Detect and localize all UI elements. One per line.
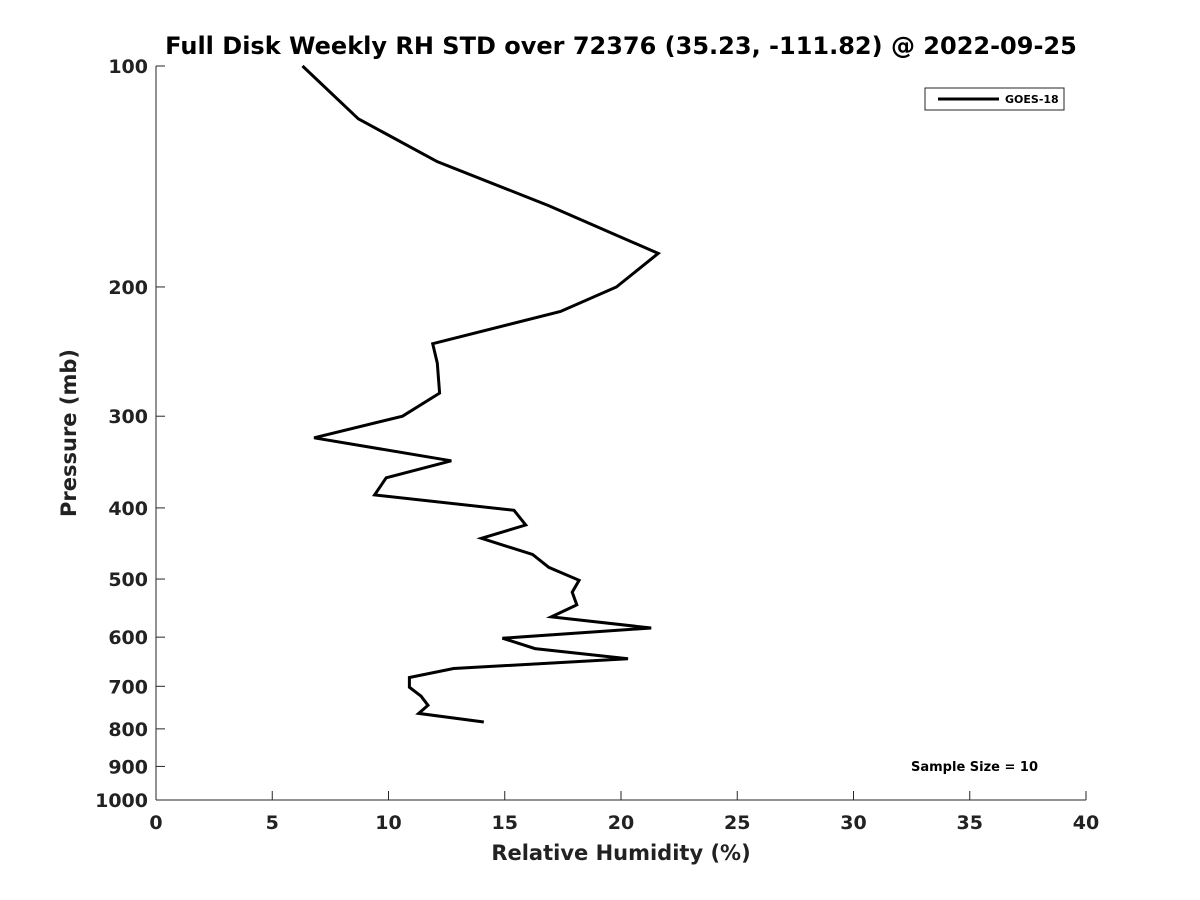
x-tick-label: 0 xyxy=(149,812,162,834)
y-tick-label: 300 xyxy=(108,406,148,428)
y-tick-label: 700 xyxy=(108,676,148,698)
x-tick-label: 10 xyxy=(375,812,401,834)
sample-size-annotation: Sample Size = 10 xyxy=(911,760,1038,775)
y-axis-title: Pressure (mb) xyxy=(57,349,81,517)
x-tick-label: 35 xyxy=(957,812,983,834)
x-tick-label: 30 xyxy=(840,812,866,834)
chart-title: Full Disk Weekly RH STD over 72376 (35.2… xyxy=(165,32,1077,60)
legend: GOES-18 xyxy=(924,87,1065,111)
y-tick-label: 600 xyxy=(108,627,148,649)
x-tick-label: 20 xyxy=(608,812,634,834)
y-tick-label: 900 xyxy=(108,756,148,778)
x-tick-label: 5 xyxy=(266,812,279,834)
x-tick-label: 15 xyxy=(492,812,518,834)
y-tick-label: 800 xyxy=(108,719,148,741)
y-tick-label: 200 xyxy=(108,277,148,299)
x-axis-title: Relative Humidity (%) xyxy=(491,841,750,865)
series-group xyxy=(301,64,662,724)
legend-label: GOES-18 xyxy=(1005,93,1059,106)
y-tick-label: 400 xyxy=(108,498,148,520)
y-tick-label: 500 xyxy=(108,569,148,591)
y-tick-label: 100 xyxy=(108,56,148,78)
y-tick-label: 1000 xyxy=(95,790,148,812)
x-ticks: 0 5 10 15 20 25 30 35 40 xyxy=(149,791,1099,834)
x-tick-label: 25 xyxy=(724,812,750,834)
y-ticks: 100 200 300 400 500 600 700 800 900 1000 xyxy=(95,56,165,812)
series-line xyxy=(301,64,662,724)
x-tick-label: 40 xyxy=(1073,812,1099,834)
